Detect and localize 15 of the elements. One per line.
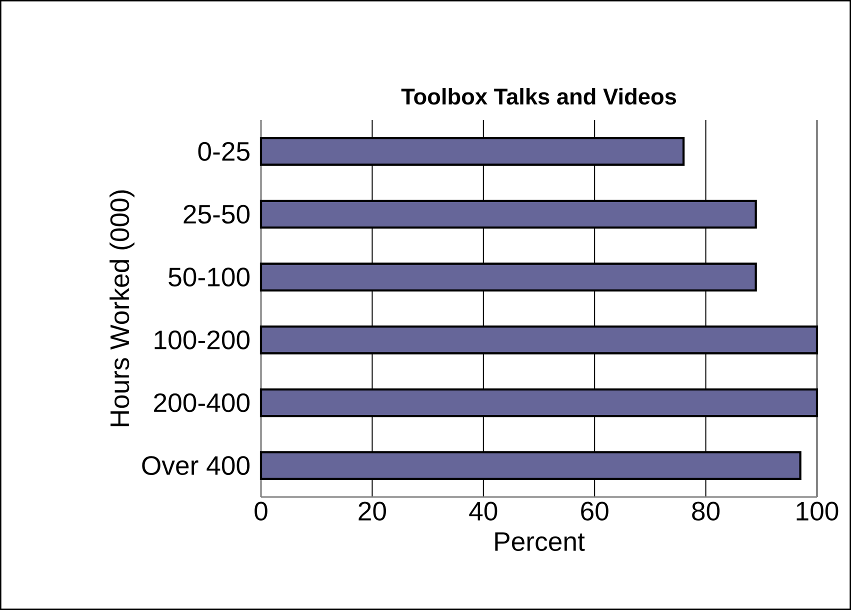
chart-title: Toolbox Talks and Videos	[401, 88, 676, 105]
y-tick-label: 25-50	[184, 204, 250, 224]
x-tick-label: 100	[796, 502, 838, 521]
x-tick-label: 0	[254, 502, 268, 521]
x-axis-title: Percent	[495, 532, 585, 551]
y-tick-label: 100-200	[154, 330, 250, 350]
y-axis-title: Hours Worked (000)	[110, 190, 134, 426]
x-tick-label: 60	[581, 502, 608, 521]
x-tick-label: 20	[358, 502, 386, 521]
x-tick-label: 80	[692, 502, 720, 521]
y-tick-label: 200-400	[154, 393, 250, 412]
y-tick-label: 0-25	[198, 142, 250, 161]
y-tick-label: Over 400	[142, 456, 250, 476]
y-tick-label: 50-100	[168, 268, 250, 287]
x-tick-label: 40	[469, 502, 498, 521]
